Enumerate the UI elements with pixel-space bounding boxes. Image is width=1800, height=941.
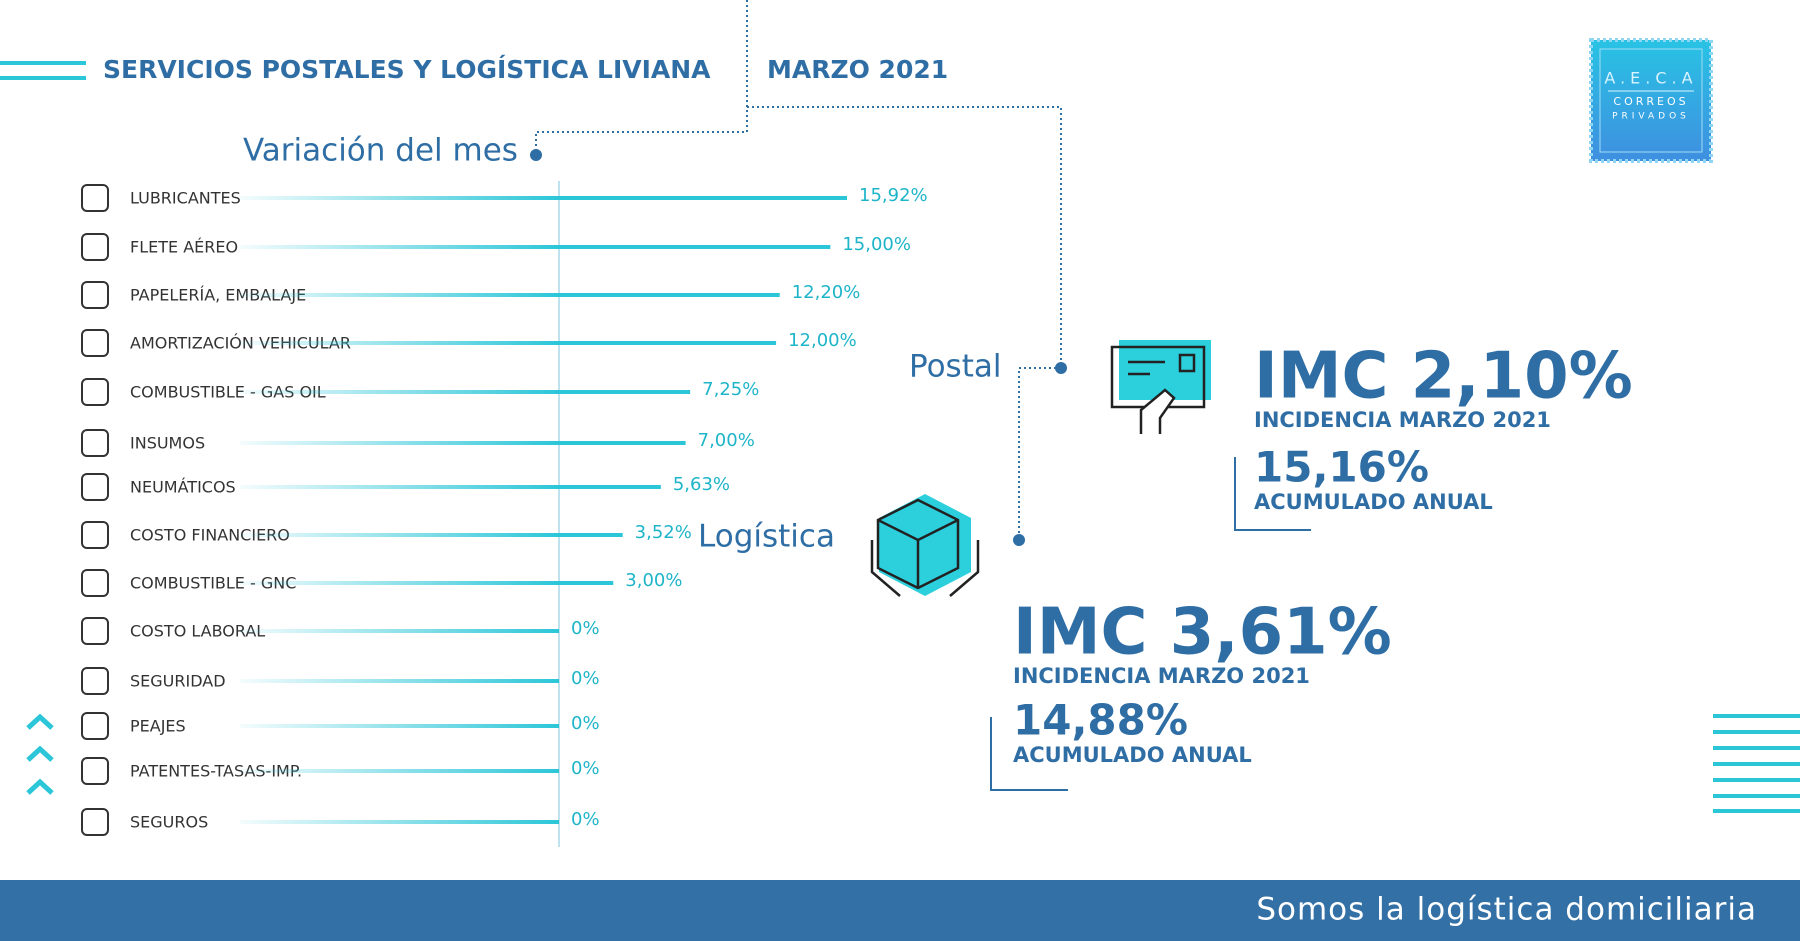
row-icon	[81, 184, 109, 212]
panel-label: Postal	[909, 349, 1001, 385]
value-label: 5,63%	[673, 474, 730, 495]
category-label: LUBRICANTES	[130, 189, 241, 208]
connector-dot	[530, 149, 542, 161]
accumulated-value: 14,88%	[1013, 696, 1188, 745]
category-label: COMBUSTIBLE - GAS OIL	[130, 383, 326, 402]
row-icon	[81, 569, 109, 597]
accumulated-caption: ACUMULADO ANUAL	[1254, 490, 1493, 514]
value-label: 15,92%	[859, 185, 928, 206]
envelope-icon	[1110, 340, 1211, 434]
row-icon	[81, 712, 109, 740]
header-title: SERVICIOS POSTALES Y LOGÍSTICA LIVIANA	[103, 55, 711, 84]
logo-name: A.E.C.A	[1604, 69, 1697, 88]
panel-label: Logística	[698, 519, 835, 555]
connector	[535, 0, 748, 153]
bar	[240, 341, 777, 345]
logo-line: PRIVADOS	[1612, 112, 1690, 122]
row-icon	[81, 429, 109, 457]
accumulated-value: 15,16%	[1254, 443, 1429, 492]
value-label: 12,00%	[788, 330, 857, 351]
value-label: 7,00%	[698, 430, 755, 451]
bar	[240, 390, 691, 394]
row-icon	[81, 617, 109, 645]
bar	[240, 245, 831, 249]
right-stripes	[1713, 714, 1800, 813]
value-label: 0%	[571, 809, 600, 830]
chevrons	[26, 713, 54, 795]
logo-stamp	[1589, 38, 1713, 163]
category-label: SEGUROS	[130, 813, 208, 832]
category-label: INSUMOS	[130, 434, 205, 453]
connector	[1018, 367, 1061, 540]
value-label: 15,00%	[842, 234, 911, 255]
category-label: COSTO LABORAL	[130, 622, 265, 641]
row-icon	[81, 521, 109, 549]
chart-title: Variación del mes	[243, 133, 518, 169]
row-icon	[81, 667, 109, 695]
bracket	[990, 717, 1068, 791]
category-label: COSTO FINANCIERO	[130, 526, 290, 545]
bar-group: LUBRICANTES 15,92% FLETE AÉREO 15,00% PAPELE…	[81, 184, 928, 836]
category-label: COMBUSTIBLE - GNC	[130, 574, 296, 593]
category-label: SEGURIDAD	[130, 672, 226, 691]
imc-caption: INCIDENCIA MARZO 2021	[1013, 664, 1310, 688]
category-label: FLETE AÉREO	[130, 238, 238, 257]
bar	[240, 485, 661, 489]
row-icon	[81, 473, 109, 501]
value-label: 3,52%	[635, 522, 692, 543]
value-label: 12,20%	[792, 282, 861, 303]
logo-frame	[1599, 48, 1703, 153]
value-label: 0%	[571, 618, 600, 639]
footer-band	[0, 880, 1800, 941]
category-label: PEAJES	[130, 717, 186, 736]
imc-value: IMC 3,61%	[1013, 596, 1392, 670]
value-label: 0%	[571, 713, 600, 734]
value-label: 7,25%	[702, 379, 759, 400]
value-label: 0%	[571, 668, 600, 689]
bar	[240, 293, 780, 297]
bar	[240, 441, 686, 445]
row-icon	[81, 808, 109, 836]
box-icon	[870, 494, 980, 597]
bar	[240, 724, 559, 728]
imc-value: IMC 2,10%	[1254, 340, 1633, 414]
logo-line: CORREOS	[1613, 95, 1688, 108]
bar	[240, 820, 559, 824]
category-label: PATENTES-TASAS-IMP.	[130, 762, 302, 781]
bar	[240, 581, 614, 585]
accumulated-caption: ACUMULADO ANUAL	[1013, 743, 1252, 767]
value-label: 3,00%	[625, 570, 682, 591]
imc-caption: INCIDENCIA MARZO 2021	[1254, 408, 1551, 432]
category-label: NEUMÁTICOS	[130, 478, 236, 497]
bar	[240, 533, 623, 537]
bar	[240, 679, 559, 683]
header-date: MARZO 2021	[767, 55, 948, 84]
row-icon	[81, 757, 109, 785]
bar	[240, 629, 559, 633]
bracket	[1234, 457, 1311, 531]
footer-text: Somos la logística domiciliaria	[1256, 892, 1757, 928]
connector-dot	[1013, 534, 1025, 546]
bar	[240, 196, 847, 200]
connector-dot	[1055, 362, 1067, 374]
row-icon	[81, 329, 109, 357]
value-label: 0%	[571, 758, 600, 779]
row-icon	[81, 233, 109, 261]
category-label: PAPELERÍA, EMBALAJE	[130, 286, 306, 305]
row-icon	[81, 281, 109, 309]
bar	[240, 769, 559, 773]
row-icon	[81, 378, 109, 406]
